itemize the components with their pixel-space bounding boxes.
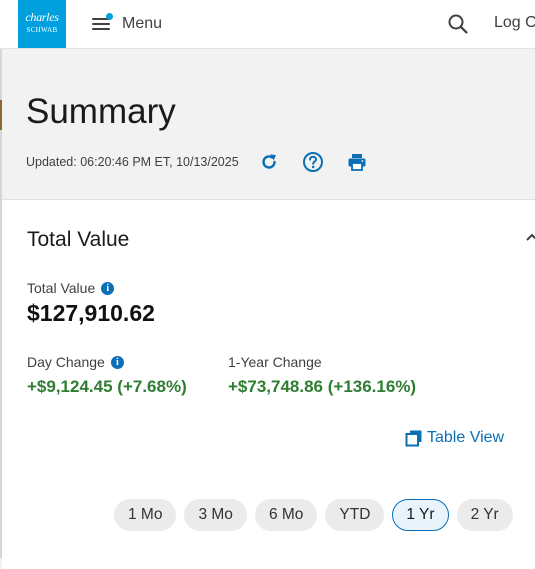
- total-value-label: Total Value: [27, 280, 96, 296]
- updated-row: Updated: 06:20:46 PM ET, 10/13/2025: [26, 150, 389, 174]
- menu-label: Menu: [122, 15, 163, 32]
- day-change-value: +$9,124.45 (+7.68%): [27, 377, 187, 396]
- period-ytd-button[interactable]: YTD: [325, 499, 385, 531]
- logo-text-charles: charles: [25, 10, 59, 24]
- updated-timestamp: Updated: 06:20:46 PM ET, 10/13/2025: [26, 155, 239, 169]
- table-view-label: Table View: [427, 429, 505, 446]
- notification-dot-icon: [106, 13, 113, 20]
- year-change-value: +$73,748.86 (+136.16%): [228, 377, 417, 396]
- refresh-icon[interactable]: [257, 150, 281, 174]
- log-out-link[interactable]: Log Out: [494, 14, 535, 31]
- day-change-label: Day Change: [27, 354, 105, 370]
- period-1-year-button[interactable]: 1 Yr: [392, 499, 449, 531]
- left-border: [0, 49, 2, 558]
- left-accent-mark: [0, 100, 2, 130]
- card-title: Total Value: [27, 228, 130, 251]
- logo-text-schwab: SCHWAB: [26, 26, 58, 34]
- period-6-month-button[interactable]: 6 Mo: [254, 499, 318, 531]
- help-icon[interactable]: [301, 150, 325, 174]
- page-title: Summary: [26, 92, 176, 131]
- period-3-month-button[interactable]: 3 Mo: [184, 499, 247, 531]
- charles-schwab-logo[interactable]: charles SCHWAB: [18, 0, 66, 48]
- period-1-month-button[interactable]: 1 Mo: [114, 499, 177, 531]
- top-navigation-bar: charles SCHWAB Menu Log Out: [0, 0, 535, 49]
- menu-button[interactable]: Menu: [92, 12, 162, 36]
- period-selector: 1 Mo 3 Mo 6 Mo YTD 1 Yr 2 Yr: [114, 499, 521, 531]
- year-change-label: 1-Year Change: [228, 354, 322, 370]
- collapse-chevron-up-icon[interactable]: [524, 230, 535, 246]
- day-change-info-icon[interactable]: i: [110, 355, 124, 369]
- period-2-year-button[interactable]: 2 Yr: [456, 499, 513, 531]
- total-value-info-icon[interactable]: i: [101, 281, 115, 295]
- search-icon[interactable]: [447, 13, 469, 35]
- table-view-link[interactable]: Table View: [405, 429, 504, 447]
- print-icon[interactable]: [345, 150, 369, 174]
- day-change-label-row: Day Change i: [27, 354, 124, 370]
- total-value-amount: $127,910.62: [27, 300, 155, 326]
- table-view-icon: [405, 430, 422, 447]
- total-value-card: Total Value Total Value i $127,910.62 Da…: [2, 199, 535, 569]
- hamburger-icon: [92, 13, 113, 31]
- total-value-label-row: Total Value i: [27, 280, 115, 296]
